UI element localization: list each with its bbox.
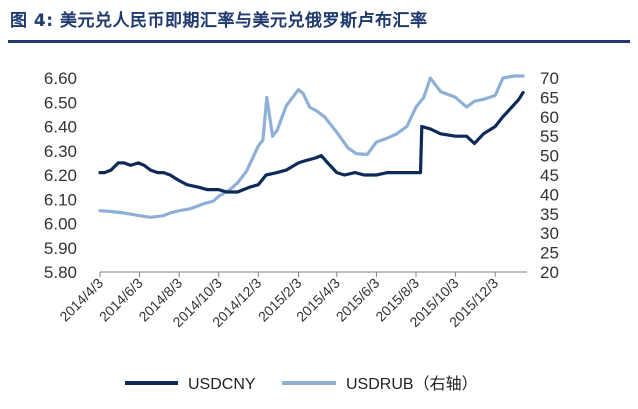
legend-usdrub-label: USDRUB（右轴） xyxy=(346,375,478,393)
right-y-tick-label: 65 xyxy=(540,88,559,107)
right-y-tick-label: 30 xyxy=(540,224,559,243)
left-y-tick-label: 6.00 xyxy=(44,215,77,234)
left-y-tick-label: 5.80 xyxy=(44,263,77,282)
series-group xyxy=(98,74,525,219)
right-y-tick-label: 25 xyxy=(540,244,559,263)
right-y-tick-label: 45 xyxy=(540,166,559,185)
left-y-axis: 5.80 5.90 6.00 6.10 6.20 6.30 6.40 6.50 6.60 xyxy=(44,69,77,282)
usdcny-line xyxy=(98,90,525,194)
right-y-tick-label: 55 xyxy=(540,127,559,146)
legend-usdcny-label: USDCNY xyxy=(188,376,256,393)
right-y-tick-label: 20 xyxy=(540,263,559,282)
chart-title: 图 4: 美元兑人民币即期汇率与美元兑俄罗斯卢布汇率 xyxy=(10,11,428,31)
left-y-tick-label: 5.90 xyxy=(44,239,77,258)
x-axis: 2014/4/32014/6/32014/8/32014/10/32014/12… xyxy=(56,271,527,330)
left-y-tick-label: 6.30 xyxy=(44,142,77,161)
right-y-tick-label: 60 xyxy=(540,108,559,127)
title-underline xyxy=(8,40,630,43)
legend: USDCNY USDRUB（右轴） xyxy=(125,375,478,393)
left-y-tick-label: 6.10 xyxy=(44,190,77,209)
left-y-tick-label: 6.40 xyxy=(44,118,77,137)
right-y-tick-label: 70 xyxy=(540,69,559,88)
right-y-tick-label: 40 xyxy=(540,185,559,204)
left-y-tick-label: 6.50 xyxy=(44,93,77,112)
right-y-tick-label: 50 xyxy=(540,147,559,166)
right-y-tick-label: 35 xyxy=(540,205,559,224)
usdrub-line xyxy=(98,74,525,219)
left-y-tick-label: 6.60 xyxy=(44,69,77,88)
left-y-tick-label: 6.20 xyxy=(44,166,77,185)
